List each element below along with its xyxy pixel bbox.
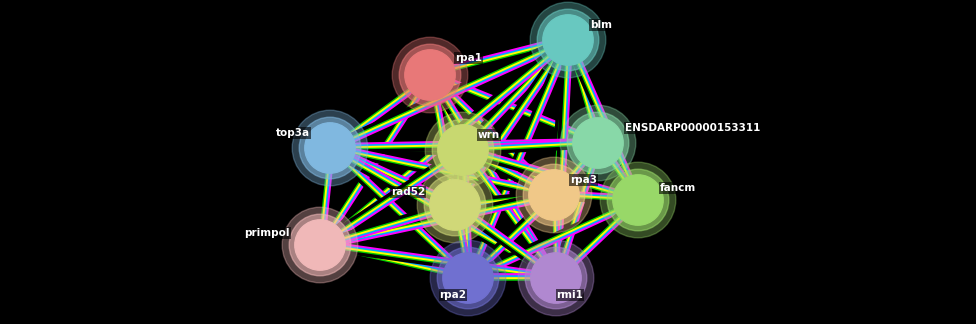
Circle shape [405,50,455,100]
Circle shape [437,247,499,309]
Circle shape [531,253,581,303]
Circle shape [516,157,591,233]
Text: rmi1: rmi1 [556,290,584,300]
Circle shape [426,112,501,188]
Circle shape [438,125,488,175]
Circle shape [417,167,493,243]
Text: rpa3: rpa3 [570,175,597,185]
Circle shape [525,247,587,309]
Circle shape [607,169,669,231]
Circle shape [432,119,494,181]
Circle shape [600,162,675,238]
Circle shape [537,9,599,71]
Circle shape [425,174,486,236]
Circle shape [523,164,585,226]
Text: rpa1: rpa1 [455,53,482,63]
Text: ENSDARP00000153311: ENSDARP00000153311 [625,123,760,133]
Circle shape [518,240,593,316]
Circle shape [529,170,579,220]
Circle shape [430,240,506,316]
Circle shape [392,37,468,113]
Circle shape [289,214,350,276]
Circle shape [282,207,358,283]
Circle shape [399,44,461,106]
Circle shape [300,117,361,179]
Text: wrn: wrn [478,130,500,140]
Text: blm: blm [590,20,612,30]
Circle shape [443,253,493,303]
Text: top3a: top3a [276,128,310,138]
Circle shape [560,105,635,181]
Circle shape [530,2,606,78]
Text: fancm: fancm [660,183,696,193]
Circle shape [295,220,346,270]
Circle shape [573,118,624,168]
Text: primpol: primpol [245,228,290,238]
Circle shape [543,15,593,65]
Text: rad52: rad52 [390,187,425,197]
Circle shape [429,180,480,230]
Circle shape [613,175,664,225]
Circle shape [567,112,629,174]
Circle shape [305,123,355,173]
Text: rpa2: rpa2 [439,290,467,300]
Circle shape [292,110,368,186]
